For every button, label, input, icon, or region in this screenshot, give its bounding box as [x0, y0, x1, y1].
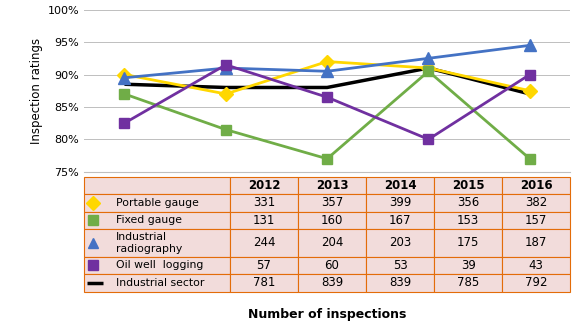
- Text: 175: 175: [457, 236, 479, 249]
- Bar: [366, 212, 434, 229]
- Text: 357: 357: [321, 196, 343, 209]
- Text: 187: 187: [525, 236, 548, 249]
- Bar: [502, 257, 570, 274]
- Bar: [84, 229, 230, 257]
- Text: Oil well  logging: Oil well logging: [116, 260, 203, 270]
- Text: 203: 203: [389, 236, 411, 249]
- Text: Industrial sector: Industrial sector: [116, 278, 204, 288]
- Bar: [84, 177, 230, 194]
- Text: 167: 167: [389, 214, 411, 227]
- Text: 399: 399: [389, 196, 411, 209]
- Bar: [366, 194, 434, 212]
- Text: 839: 839: [389, 276, 411, 289]
- Bar: [230, 194, 298, 212]
- Bar: [366, 274, 434, 292]
- Text: 356: 356: [457, 196, 479, 209]
- Bar: [502, 212, 570, 229]
- Text: 792: 792: [525, 276, 548, 289]
- Bar: [230, 257, 298, 274]
- Bar: [84, 212, 230, 229]
- Bar: [434, 274, 502, 292]
- Bar: [230, 212, 298, 229]
- Text: 244: 244: [252, 236, 275, 249]
- Y-axis label: Inspection ratings: Inspection ratings: [30, 38, 43, 144]
- Text: 131: 131: [252, 214, 275, 227]
- Text: 43: 43: [529, 259, 544, 272]
- Bar: [84, 257, 230, 274]
- Bar: [84, 194, 230, 212]
- Text: 2014: 2014: [384, 179, 416, 192]
- Bar: [434, 194, 502, 212]
- Text: Fixed gauge: Fixed gauge: [116, 215, 182, 225]
- Bar: [434, 257, 502, 274]
- Bar: [434, 177, 502, 194]
- Bar: [366, 229, 434, 257]
- Bar: [502, 229, 570, 257]
- Text: 157: 157: [525, 214, 548, 227]
- Text: 382: 382: [525, 196, 547, 209]
- Bar: [298, 257, 366, 274]
- Bar: [434, 229, 502, 257]
- Bar: [230, 177, 298, 194]
- Text: 57: 57: [256, 259, 272, 272]
- Bar: [230, 274, 298, 292]
- Text: 2013: 2013: [316, 179, 348, 192]
- Text: 2012: 2012: [248, 179, 280, 192]
- Bar: [84, 274, 230, 292]
- Text: Industrial
radiography: Industrial radiography: [116, 232, 182, 254]
- Text: 60: 60: [325, 259, 339, 272]
- Bar: [298, 177, 366, 194]
- Text: 2015: 2015: [452, 179, 485, 192]
- Bar: [502, 194, 570, 212]
- Bar: [502, 177, 570, 194]
- Bar: [366, 177, 434, 194]
- Text: 785: 785: [457, 276, 479, 289]
- Text: 2016: 2016: [520, 179, 552, 192]
- Bar: [298, 212, 366, 229]
- Text: Portable gauge: Portable gauge: [116, 198, 199, 208]
- Text: 153: 153: [457, 214, 479, 227]
- Bar: [230, 229, 298, 257]
- Text: Number of inspections: Number of inspections: [248, 308, 406, 321]
- Text: 331: 331: [253, 196, 275, 209]
- Text: 160: 160: [321, 214, 343, 227]
- Bar: [298, 229, 366, 257]
- Bar: [298, 194, 366, 212]
- Text: 39: 39: [461, 259, 475, 272]
- Text: 839: 839: [321, 276, 343, 289]
- Bar: [434, 212, 502, 229]
- Bar: [298, 274, 366, 292]
- Bar: [502, 274, 570, 292]
- Text: 53: 53: [393, 259, 408, 272]
- Text: 204: 204: [321, 236, 343, 249]
- Bar: [366, 257, 434, 274]
- Text: 781: 781: [252, 276, 275, 289]
